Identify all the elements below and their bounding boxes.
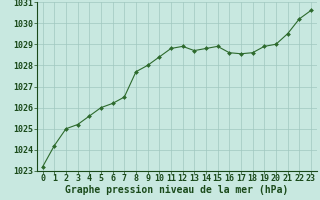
X-axis label: Graphe pression niveau de la mer (hPa): Graphe pression niveau de la mer (hPa): [65, 185, 288, 195]
